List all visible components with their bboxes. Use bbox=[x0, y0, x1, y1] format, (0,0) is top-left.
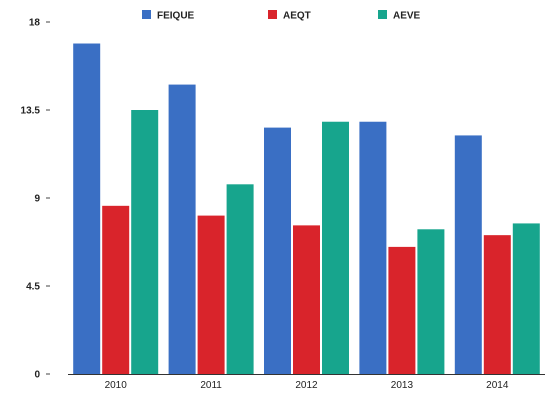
bar-aeve-2013 bbox=[417, 229, 445, 374]
y-tick-label: 0 bbox=[34, 370, 40, 381]
bar-aeqt-2011 bbox=[197, 215, 225, 374]
x-axis: 2010 2011 2012 2013 2014 bbox=[105, 380, 509, 391]
bar-aeve-2011 bbox=[226, 184, 254, 374]
legend-label-feique: FEIQUE bbox=[157, 11, 195, 22]
x-tick-label: 2012 bbox=[295, 380, 318, 391]
legend-label-aeve: AEVE bbox=[393, 11, 421, 22]
x-tick-label: 2014 bbox=[486, 380, 509, 391]
legend-swatch-feique bbox=[142, 10, 151, 19]
bar-aeve-2014 bbox=[512, 223, 540, 374]
bar-aeqt-2010 bbox=[102, 205, 130, 374]
bar-feique-2013 bbox=[359, 121, 387, 374]
x-tick-label: 2011 bbox=[200, 380, 222, 391]
bar-aeqt-2013 bbox=[388, 246, 416, 374]
x-tick-label: 2010 bbox=[105, 380, 128, 391]
y-tick-label: 4.5 bbox=[26, 282, 40, 293]
bar-aeve-2012 bbox=[322, 121, 349, 374]
bar-aeqt-2014 bbox=[483, 235, 511, 374]
legend-swatch-aeqt bbox=[268, 10, 277, 19]
bar-feique-2010 bbox=[73, 43, 101, 375]
legend-swatch-aeve bbox=[378, 10, 387, 19]
bar-aeve-2010 bbox=[131, 110, 159, 374]
bar-aeqt-2012 bbox=[293, 225, 320, 374]
bar-feique-2012 bbox=[264, 127, 291, 374]
legend: FEIQUE AEQT AEVE bbox=[142, 10, 421, 22]
bar-feique-2014 bbox=[454, 135, 482, 374]
y-axis: 0 4.5 9 13.5 18 bbox=[21, 18, 50, 381]
bars bbox=[73, 43, 540, 375]
y-tick-label: 9 bbox=[34, 194, 40, 205]
x-tick-label: 2013 bbox=[391, 380, 414, 391]
y-tick-label: 13.5 bbox=[21, 106, 41, 117]
bar-feique-2011 bbox=[168, 84, 196, 375]
y-tick-label: 18 bbox=[29, 18, 41, 29]
legend-label-aeqt: AEQT bbox=[283, 11, 311, 22]
